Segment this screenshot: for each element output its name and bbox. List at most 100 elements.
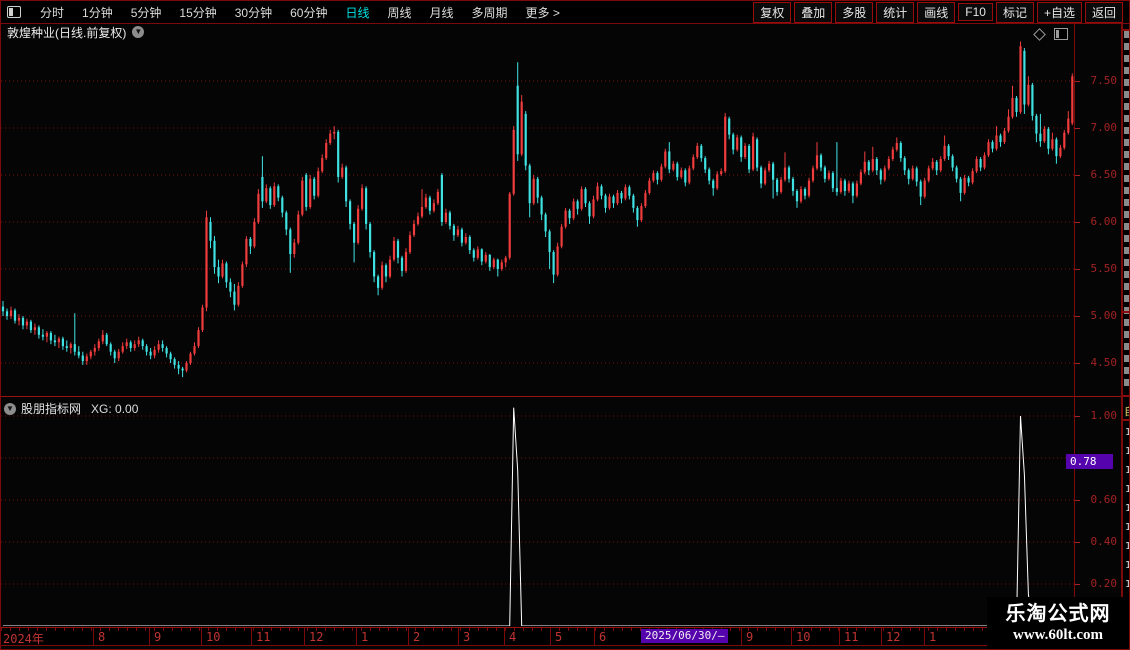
period-tab-多周期[interactable]: 多周期 (471, 5, 508, 20)
strip-digit-column: 1 1 1 1 1 1 1 1 1 1 (1125, 423, 1129, 613)
bottom-pane-divider (1, 627, 1122, 628)
indicator-axis-label: 0.40 (1090, 535, 1118, 548)
action-button-统计[interactable]: 统计 (876, 1, 915, 23)
period-tab-30分钟[interactable]: 30分钟 (234, 5, 273, 20)
price-axis-tick (1075, 363, 1080, 364)
month-separator (839, 628, 840, 645)
page-title: 敦煌种业(日线.前复权) (7, 25, 127, 40)
price-axis-label: 7.00 (1090, 121, 1118, 134)
price-axis-label: 7.50 (1090, 74, 1118, 87)
indicator-header: ▼ 股朋指标网 XG: 0.00 (4, 400, 138, 417)
action-button-复权[interactable]: 复权 (753, 1, 792, 23)
month-separator (458, 628, 459, 645)
time-axis-label: 10 (796, 630, 811, 644)
period-tab-60分钟[interactable]: 60分钟 (290, 5, 328, 20)
chevron-down-icon[interactable]: ▼ (132, 26, 145, 38)
indicator-axis-tick (1075, 584, 1080, 585)
title-right-icons (1033, 27, 1068, 41)
time-axis-label: 6 (599, 630, 607, 644)
indicator-axis-label: 1.00 (1090, 409, 1118, 422)
time-axis-label: 8 (98, 630, 106, 644)
top-toolbar: 分时 1分钟 5分钟 15分钟 30分钟 60分钟 日线 周线 月线 多周期 更多 > 复权 叠加 多股… (1, 1, 1129, 24)
indicator-axis-tick (1075, 500, 1080, 501)
period-tab-月线[interactable]: 月线 (429, 5, 454, 20)
period-tab-更多 >[interactable]: 更多 > (525, 5, 560, 20)
time-axis-label: 9 (746, 630, 754, 644)
split-pane-icon[interactable] (1054, 28, 1068, 40)
action-button-叠加[interactable]: 叠加 (794, 1, 833, 23)
period-tab-5分钟[interactable]: 5分钟 (130, 5, 162, 20)
price-axis-label: 4.50 (1090, 356, 1118, 369)
indicator-value-tag: 0.78 (1066, 454, 1113, 469)
bottom-border-line (1, 645, 1122, 646)
time-axis-label: 11 (256, 630, 271, 644)
indicator-axis-label: 0.60 (1090, 493, 1118, 506)
right-sidebar-strip[interactable]: 自 1 1 1 1 1 1 1 1 1 1 (1122, 23, 1129, 649)
price-axis-label: 6.50 (1090, 168, 1118, 181)
month-separator (356, 628, 357, 645)
time-axis-label: 1 (929, 630, 937, 644)
period-tab-15分钟[interactable]: 15分钟 (179, 5, 217, 20)
price-axis-tick (1075, 269, 1080, 270)
watermark-site-url: www.60lt.com (1013, 627, 1103, 643)
time-axis-label: 3 (463, 630, 471, 644)
strip-partial-label: 自 (1124, 403, 1129, 419)
time-axis-label: 9 (154, 630, 162, 644)
chevron-down-icon[interactable]: ▼ (4, 402, 16, 415)
action-button-画线[interactable]: 画线 (917, 1, 956, 23)
month-separator (201, 628, 202, 645)
action-button-+自选[interactable]: +自选 (1036, 1, 1082, 23)
chart-title-bar: 敦煌种业(日线.前复权) ▼ (7, 24, 145, 40)
strip-divider (1123, 29, 1129, 31)
time-axis-label: 11 (844, 630, 859, 644)
strip-divider (1123, 419, 1129, 421)
action-button-返回[interactable]: 返回 (1084, 1, 1123, 23)
month-separator (93, 628, 94, 645)
period-tab-周线[interactable]: 周线 (387, 5, 412, 20)
period-tab-1分钟[interactable]: 1分钟 (82, 5, 113, 20)
date-highlight-tag: 2025/06/30/— (641, 629, 729, 643)
time-axis-label: 10 (206, 630, 221, 644)
price-axis-label: 5.50 (1090, 262, 1118, 275)
price-axis-label: 5.00 (1090, 309, 1118, 322)
indicator-axis-tick (1075, 542, 1080, 543)
period-tab-分时[interactable]: 分时 (40, 5, 65, 20)
price-axis-tick (1075, 175, 1080, 176)
pane-divider[interactable] (1, 396, 1122, 397)
month-separator (924, 628, 925, 645)
action-buttons: 复权 叠加 多股 统计 画线 F10 标记 +自选 返回 (750, 1, 1129, 23)
price-axis-tick (1075, 316, 1080, 317)
strip-separator-line (1121, 23, 1122, 649)
watermark: 乐淘公式网 www.60lt.com (987, 597, 1129, 649)
price-axis-tick (1075, 222, 1080, 223)
month-separator (408, 628, 409, 645)
time-axis-label: 12 (886, 630, 901, 644)
price-axis-tick (1075, 81, 1080, 82)
action-button-多股[interactable]: 多股 (835, 1, 874, 23)
month-separator (550, 628, 551, 645)
indicator-axis-label: 0.20 (1090, 577, 1118, 590)
main-candlestick-chart[interactable] (1, 41, 1074, 396)
month-separator (594, 628, 595, 645)
axis-separator-line (1074, 23, 1075, 649)
strip-divider (1123, 311, 1129, 313)
diamond-icon[interactable] (1033, 27, 1046, 41)
month-separator (881, 628, 882, 645)
month-separator (149, 628, 150, 645)
time-axis[interactable]: 2025/06/30/— 2024年 8 9 10 11 12 1 2 3 4 5 6 9 10 11 12 1 (1, 628, 1122, 646)
strip-divider (1123, 395, 1129, 397)
month-separator (504, 628, 505, 645)
action-button-标记[interactable]: 标记 (995, 1, 1034, 23)
indicator-name[interactable]: 股朋指标网 (21, 402, 82, 416)
month-separator (741, 628, 742, 645)
window-layout-icon[interactable] (7, 6, 21, 18)
indicator-chart[interactable] (1, 401, 1074, 626)
time-axis-label: 1 (361, 630, 369, 644)
period-tab-日线[interactable]: 日线 (345, 5, 370, 20)
clipped-vertical-text (1124, 31, 1129, 391)
action-button-F10[interactable]: F10 (958, 3, 993, 21)
month-separator (304, 628, 305, 645)
time-axis-label: 12 (309, 630, 324, 644)
indicator-xg-value: XG: 0.00 (91, 401, 139, 416)
